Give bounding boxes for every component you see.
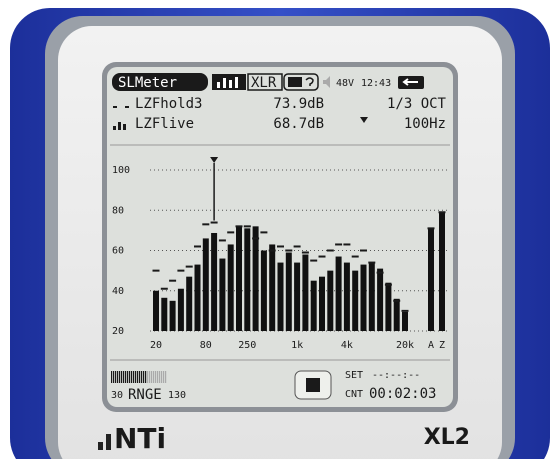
meter-segment bbox=[121, 371, 122, 383]
x-tick-label: 1k bbox=[291, 340, 303, 351]
meter-segment bbox=[147, 371, 148, 383]
bar bbox=[253, 226, 259, 331]
bar bbox=[286, 253, 292, 331]
meter-segment bbox=[111, 371, 112, 383]
bar bbox=[269, 244, 275, 331]
x-tick-label: 20 bbox=[150, 340, 162, 351]
bar bbox=[195, 265, 201, 331]
meter-segment bbox=[131, 371, 132, 383]
live-label: LZFlive bbox=[135, 116, 194, 132]
meter-segment bbox=[161, 371, 162, 383]
bar bbox=[394, 299, 400, 331]
model: XL2 bbox=[424, 425, 470, 450]
stop-icon bbox=[306, 378, 320, 392]
bar bbox=[278, 263, 284, 331]
x-tick-label: Z bbox=[439, 340, 445, 351]
bar bbox=[236, 226, 242, 331]
meter-segment bbox=[165, 371, 166, 383]
bar bbox=[178, 289, 184, 331]
bar bbox=[161, 298, 167, 331]
bar bbox=[311, 281, 317, 331]
bar bbox=[369, 263, 375, 331]
bar bbox=[361, 265, 367, 331]
meter-segment bbox=[141, 371, 142, 383]
bar bbox=[302, 255, 308, 331]
bar bbox=[261, 251, 267, 332]
hold-value: 73.9dB bbox=[273, 96, 324, 112]
meter-segment bbox=[143, 371, 144, 383]
meter-segment bbox=[151, 371, 152, 383]
count-time: 00:02:03 bbox=[369, 386, 436, 402]
memory-icon-card bbox=[288, 77, 302, 87]
y-tick-label: 20 bbox=[112, 326, 124, 337]
meter-segment bbox=[149, 371, 150, 383]
bar bbox=[336, 257, 342, 331]
bar bbox=[319, 277, 325, 331]
meter-segment bbox=[119, 371, 120, 383]
bar bbox=[203, 238, 209, 331]
input: XLR bbox=[251, 75, 277, 91]
bar bbox=[344, 263, 350, 331]
bar bbox=[402, 312, 408, 331]
set-time: --:--:-- bbox=[372, 370, 420, 381]
y-tick-label: 60 bbox=[112, 246, 124, 257]
bar bbox=[428, 229, 434, 331]
meter-segment bbox=[123, 371, 124, 383]
x-tick-label: 20k bbox=[396, 340, 414, 351]
cursor-frequency: 100Hz bbox=[404, 116, 446, 132]
bar bbox=[170, 301, 176, 331]
bar bbox=[385, 283, 391, 331]
meter-segment bbox=[155, 371, 156, 383]
mode: SLMeter bbox=[118, 75, 177, 91]
range-high: 130 bbox=[168, 390, 186, 401]
bar bbox=[294, 263, 300, 331]
bar bbox=[327, 271, 333, 331]
meter-segment bbox=[129, 371, 130, 383]
live-value: 68.7dB bbox=[273, 116, 324, 132]
hold-label: LZFhold3 bbox=[135, 96, 202, 112]
meter-segment bbox=[163, 371, 164, 383]
meter-segment bbox=[117, 371, 118, 383]
meter-segment bbox=[157, 371, 158, 383]
meter-segment bbox=[159, 371, 160, 383]
bar bbox=[377, 269, 383, 331]
bar bbox=[186, 277, 192, 331]
meter-segment bbox=[137, 371, 138, 383]
bar bbox=[153, 291, 159, 331]
meter-segment bbox=[139, 371, 140, 383]
set-label: SET bbox=[345, 370, 363, 381]
brand: NTi bbox=[114, 422, 166, 455]
x-tick-label: 250 bbox=[238, 340, 256, 351]
x-tick-label: 4k bbox=[341, 340, 353, 351]
bar bbox=[219, 259, 225, 331]
meter-segment bbox=[127, 371, 128, 383]
bar bbox=[352, 271, 358, 331]
phantom-power: 48V bbox=[336, 78, 354, 89]
y-tick-label: 40 bbox=[112, 286, 124, 297]
range-low: 30 bbox=[111, 390, 123, 401]
bar bbox=[228, 244, 234, 331]
meter-segment bbox=[135, 371, 136, 383]
x-tick-label: A bbox=[428, 340, 434, 351]
y-tick-label: 100 bbox=[112, 165, 130, 176]
x-tick-label: 80 bbox=[200, 340, 212, 351]
count-label: CNT bbox=[345, 389, 363, 400]
y-tick-label: 80 bbox=[112, 205, 124, 216]
bar bbox=[211, 233, 217, 331]
device-screenshot: SLMeter XLR 48V 12:43 LZFhold3 LZFlive 7… bbox=[0, 0, 560, 459]
meter-segment bbox=[115, 371, 116, 383]
meter-segment bbox=[153, 371, 154, 383]
meter-segment bbox=[125, 371, 126, 383]
meter-segment bbox=[133, 371, 134, 383]
meter-segment bbox=[145, 371, 146, 383]
bar bbox=[244, 228, 250, 331]
band-mode: 1/3 OCT bbox=[387, 96, 447, 112]
clock: 12:43 bbox=[361, 78, 391, 89]
range-label: RNGE bbox=[128, 387, 162, 403]
meter-segment bbox=[113, 371, 114, 383]
bar bbox=[439, 213, 445, 331]
